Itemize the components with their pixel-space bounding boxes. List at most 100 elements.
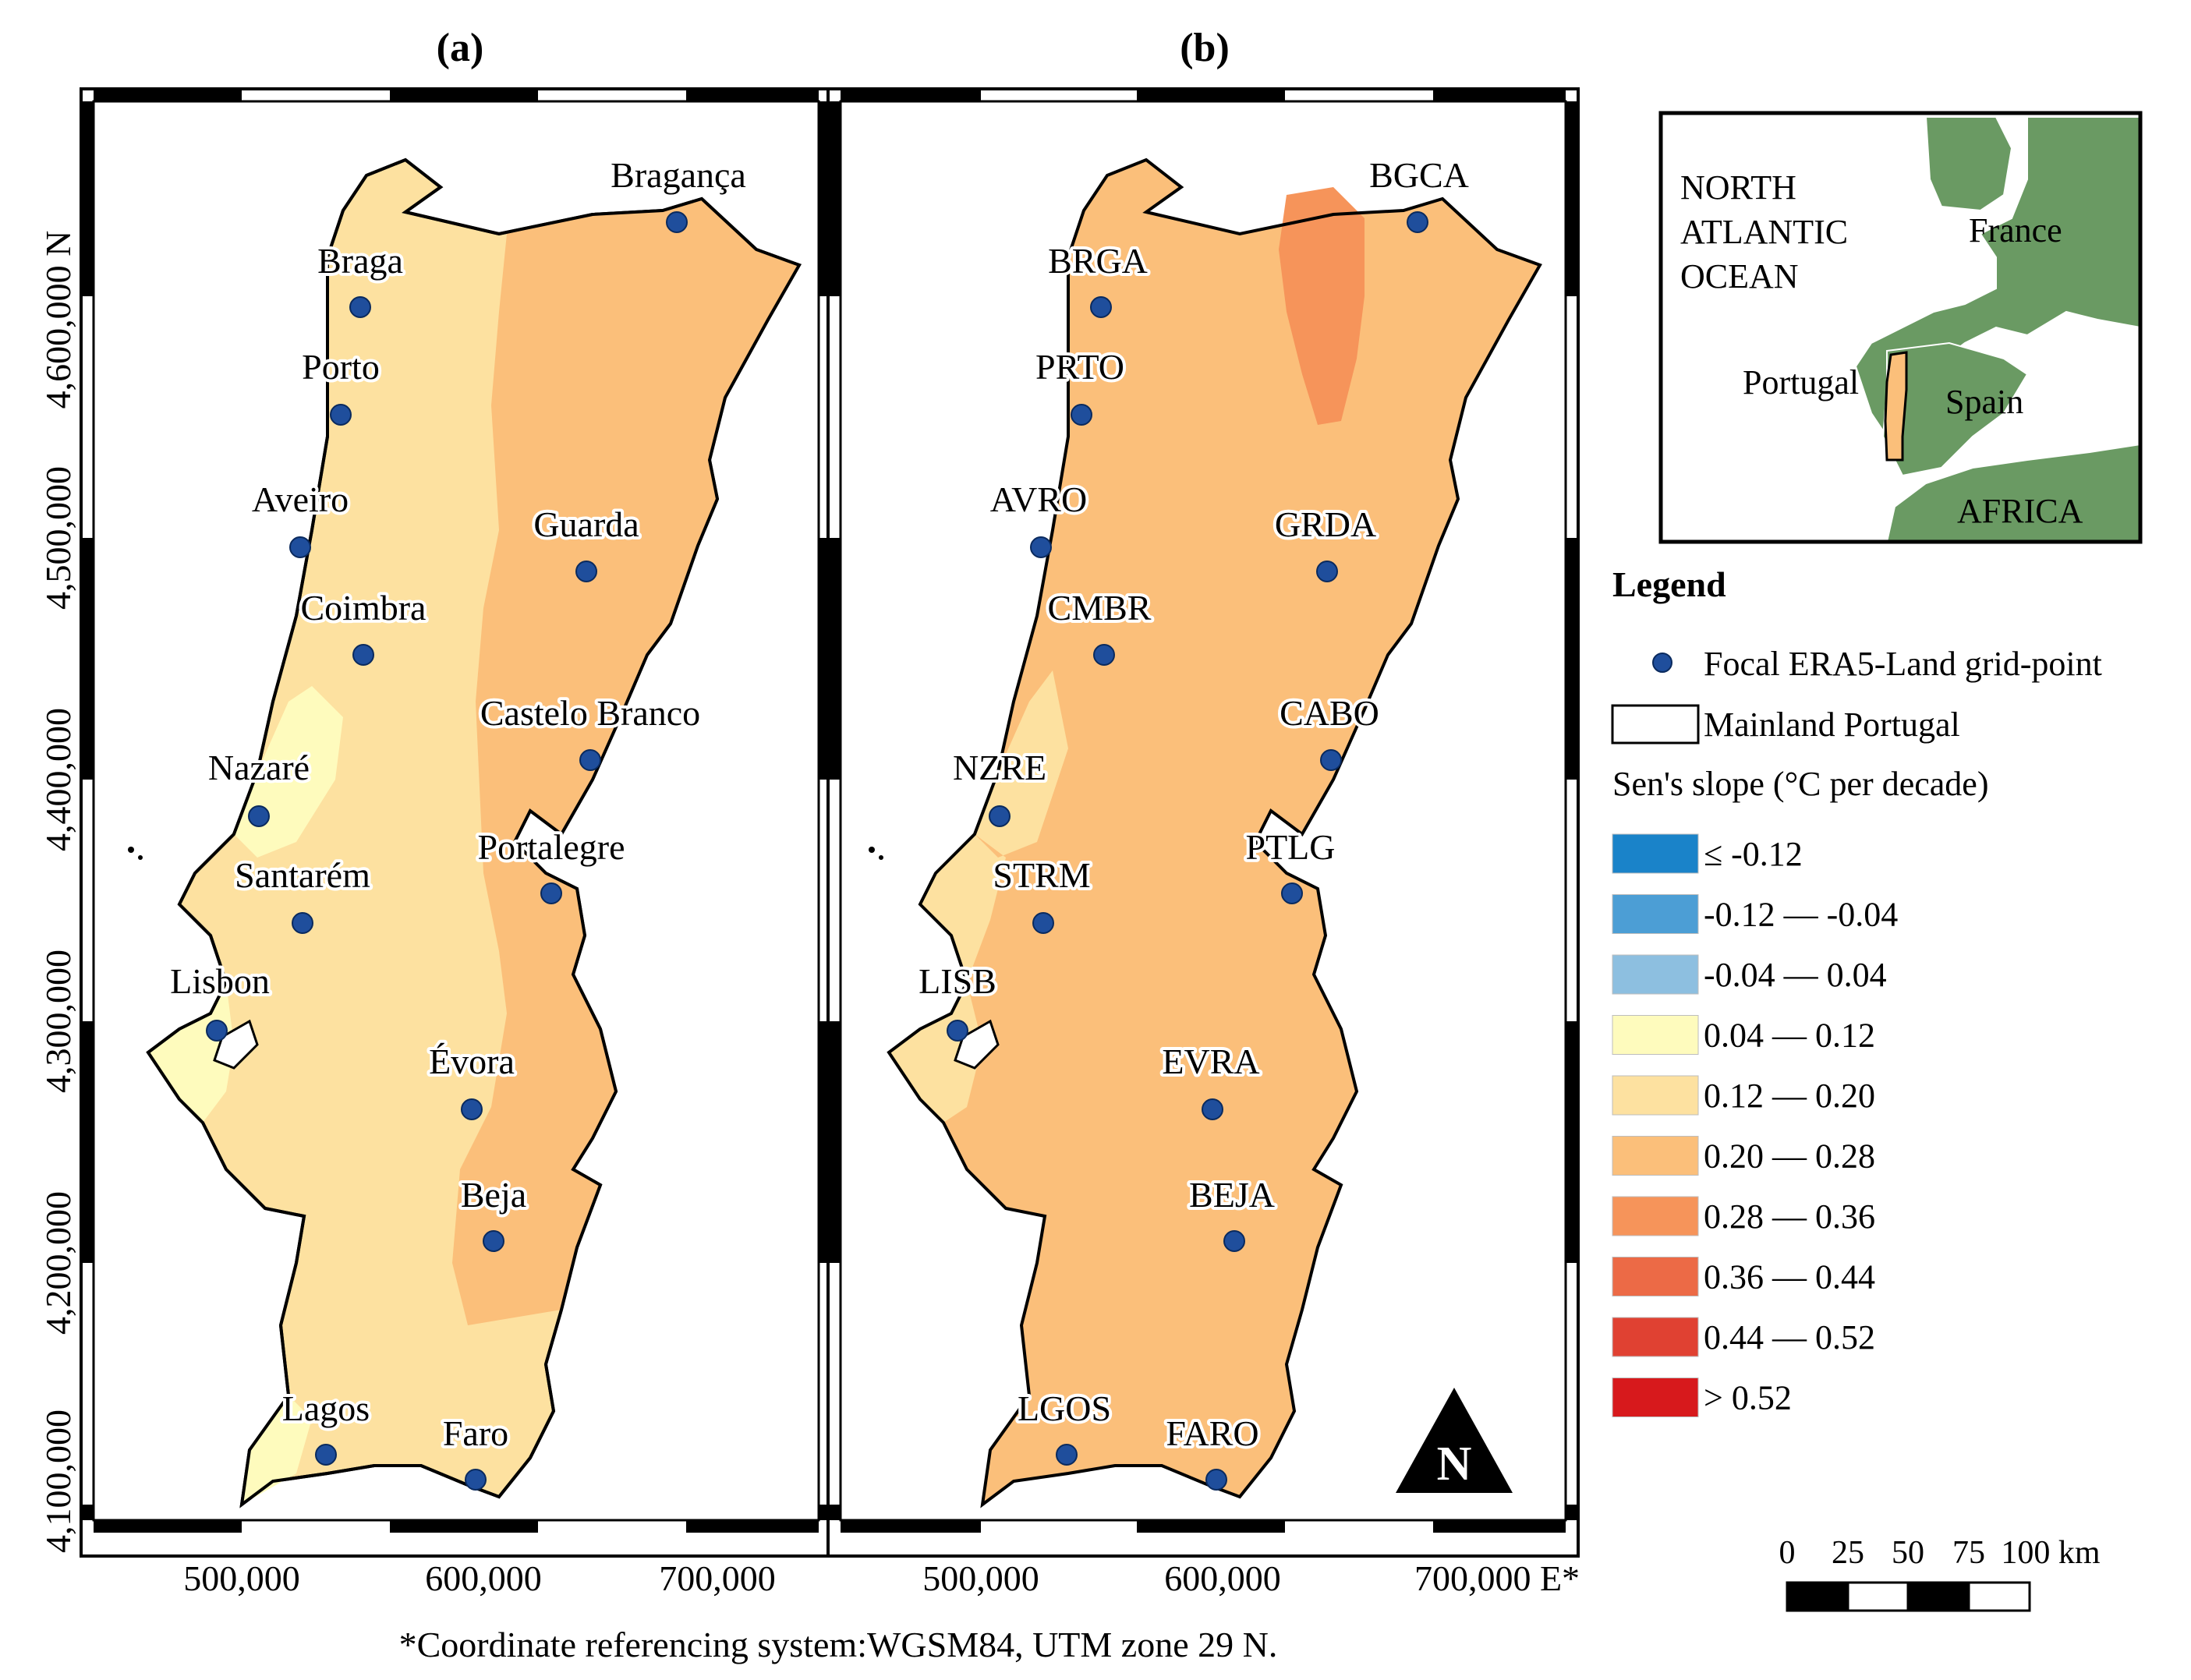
city-label: Faro bbox=[443, 1413, 508, 1453]
north-arrow: N bbox=[1396, 1388, 1513, 1493]
grid-point-marker bbox=[461, 1098, 483, 1120]
inset-label-ocean: NORTH bbox=[1680, 168, 1796, 207]
y-tick-label: 4,200,000 bbox=[38, 1191, 78, 1335]
x-tick-label: 600,000 bbox=[1164, 1558, 1281, 1598]
city-label: Évora bbox=[429, 1042, 515, 1081]
north-arrow-icon bbox=[1396, 1388, 1513, 1493]
grid-point-marker bbox=[989, 805, 1011, 827]
city-label: FARO bbox=[1166, 1413, 1258, 1453]
grid-point-marker bbox=[315, 1444, 337, 1466]
x-tick-label: 500,000 bbox=[183, 1558, 300, 1598]
grid-point-marker bbox=[540, 882, 562, 904]
city-label: Castelo Branco bbox=[480, 693, 700, 733]
panel-a-tagus-estuary bbox=[213, 1019, 259, 1070]
scale-bar-label: 25 bbox=[1832, 1535, 1864, 1571]
city-label: CMBR bbox=[1048, 588, 1152, 628]
city-label: CABO bbox=[1280, 693, 1379, 733]
panel-b-northeast-zone bbox=[1279, 187, 1365, 425]
scale-bar: 0 25 50 75 100 km bbox=[1779, 1535, 2101, 1612]
city-label: BRGA bbox=[1048, 241, 1148, 281]
x-tick-label: 500,000 bbox=[922, 1558, 1039, 1598]
legend-class-swatch bbox=[1612, 894, 1699, 934]
grid-point-marker bbox=[947, 1020, 968, 1042]
legend-class-label: -0.12 — -0.04 bbox=[1704, 896, 1898, 934]
city-label: Beja bbox=[461, 1175, 526, 1215]
grid-point-marker bbox=[1320, 749, 1342, 771]
legend-class-swatch bbox=[1612, 1378, 1699, 1417]
city-label: BEJA bbox=[1189, 1175, 1275, 1215]
legend-boundary-swatch bbox=[1611, 704, 1700, 745]
city-label: Bragança bbox=[611, 155, 746, 195]
legend-class-swatch bbox=[1612, 1136, 1699, 1176]
y-tick-label: 4,400,000 bbox=[38, 708, 78, 851]
panel-a-points bbox=[206, 211, 688, 1491]
city-label: Aveiro bbox=[252, 479, 349, 519]
city-label: Porto bbox=[302, 347, 380, 387]
grid-point-marker bbox=[1407, 211, 1428, 233]
panel-b-points bbox=[947, 211, 1428, 1491]
grid-point-marker bbox=[1281, 882, 1303, 904]
grid-point-marker bbox=[1205, 1469, 1227, 1491]
legend-class-swatch bbox=[1612, 833, 1699, 874]
grid-point-marker bbox=[1090, 296, 1112, 318]
grid-point-marker bbox=[330, 404, 352, 426]
x-tick-label: 700,000 E* bbox=[1414, 1558, 1580, 1598]
inset-map: NORTH ATLANTIC OCEAN France Portugal Spa… bbox=[1658, 111, 2143, 544]
y-axis-ticks: 4,600,000 N 4,500,000 4,400,000 4,300,00… bbox=[38, 231, 78, 1553]
legend-class-label: -0.04 — 0.04 bbox=[1704, 956, 1887, 994]
inset-label-ocean: ATLANTIC bbox=[1680, 213, 1848, 251]
grid-point-marker bbox=[349, 296, 371, 318]
city-label: Guarda bbox=[533, 504, 639, 544]
grid-point-marker bbox=[666, 211, 688, 233]
panel-b-tagus-estuary bbox=[954, 1019, 1000, 1070]
city-label: Coimbra bbox=[301, 588, 427, 628]
legend-class-label: 0.36 — 0.44 bbox=[1704, 1258, 1875, 1296]
legend-scale-title: Sen's slope (°C per decade) bbox=[1612, 765, 1988, 803]
city-label: STRM bbox=[993, 855, 1090, 895]
grid-point-marker bbox=[292, 912, 313, 934]
grid-point-marker bbox=[465, 1469, 487, 1491]
grid-point-marker bbox=[1093, 644, 1115, 666]
legend-boundary-label: Mainland Portugal bbox=[1704, 706, 1960, 744]
legend: Legend Focal ERA5-Land grid-point Mainla… bbox=[1611, 564, 2102, 1417]
panel-a: (a) bbox=[38, 26, 833, 1598]
panel-b-x-ticks: 500,000 600,000 700,000 E* bbox=[922, 1558, 1580, 1598]
legend-class-swatch bbox=[1612, 1257, 1699, 1296]
city-label: Nazaré bbox=[208, 748, 310, 787]
legend-class-label: 0.04 — 0.12 bbox=[1704, 1017, 1875, 1055]
grid-point-marker bbox=[352, 644, 374, 666]
legend-class-label: 0.20 — 0.28 bbox=[1704, 1137, 1875, 1176]
city-label: LGOS bbox=[1018, 1388, 1111, 1428]
city-label: NZRE bbox=[953, 748, 1046, 787]
panel-b-coast-zone bbox=[889, 670, 1068, 1123]
scale-bar-label: 100 km bbox=[2001, 1535, 2101, 1571]
inset-label-france: France bbox=[1969, 211, 2062, 249]
scale-bar-label: 75 bbox=[1952, 1535, 1985, 1571]
legend-class-label: 0.44 — 0.52 bbox=[1704, 1318, 1875, 1356]
panel-a-title: (a) bbox=[437, 26, 484, 70]
legend-class-swatch bbox=[1612, 1075, 1699, 1116]
panel-b-title: (b) bbox=[1180, 26, 1230, 70]
crs-note: *Coordinate referencing system:WGSM84, U… bbox=[399, 1625, 1278, 1664]
y-tick-label: 4,600,000 N bbox=[38, 231, 78, 409]
inset-label-portugal: Portugal bbox=[1743, 363, 1859, 401]
panel-b-portugal-land bbox=[889, 160, 1540, 1505]
city-label: GRDA bbox=[1275, 504, 1376, 544]
city-label: Santarém bbox=[235, 855, 370, 895]
city-label: AVRO bbox=[990, 479, 1087, 519]
legend-title: Legend bbox=[1612, 564, 1726, 604]
inset-label-ocean: OCEAN bbox=[1680, 257, 1799, 295]
city-label: Portalegre bbox=[477, 827, 625, 867]
panel-a-x-ticks: 500,000 600,000 700,000 bbox=[183, 1558, 776, 1598]
city-label: BGCA bbox=[1369, 155, 1469, 195]
legend-classes: ≤ -0.12 -0.12 — -0.04 -0.04 — 0.04 0.04 — 0… bbox=[1612, 833, 1898, 1417]
grid-point-marker bbox=[1071, 404, 1092, 426]
legend-point-icon bbox=[1652, 653, 1672, 673]
city-label: EVRA bbox=[1162, 1042, 1259, 1081]
scale-bar-label: 0 bbox=[1779, 1535, 1796, 1571]
grid-point-marker bbox=[1316, 561, 1338, 582]
inset-portugal bbox=[1884, 351, 1908, 462]
legend-class-label: > 0.52 bbox=[1704, 1379, 1792, 1417]
x-tick-label: 600,000 bbox=[425, 1558, 542, 1598]
